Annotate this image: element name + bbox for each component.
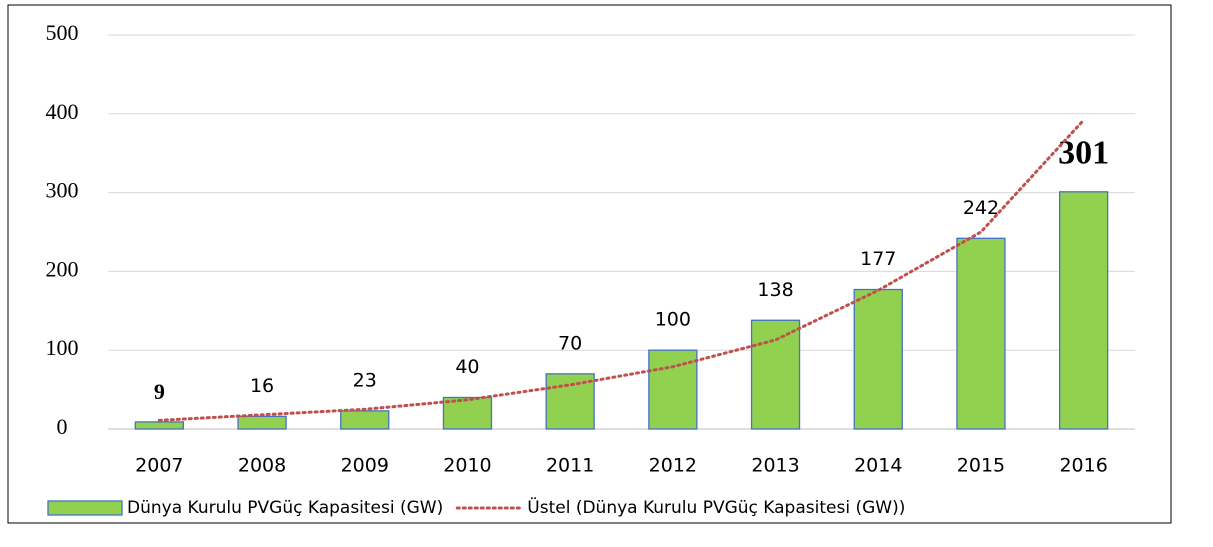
data-label: 23: [353, 369, 377, 391]
y-tick-label: 300: [46, 178, 79, 203]
x-tick-label: 2014: [854, 455, 902, 477]
legend-label: Üstel (Dünya Kurulu PVGüç Kapasitesi (GW…: [527, 496, 905, 518]
data-label: 138: [757, 279, 793, 301]
x-tick-label: 2009: [341, 455, 389, 477]
data-label: 242: [963, 197, 999, 219]
bar: [340, 410, 390, 430]
data-label: 100: [655, 309, 691, 331]
y-tick-label: 100: [46, 335, 79, 360]
legend-label: Dünya Kurulu PVGüç Kapasitesi (GW): [127, 498, 443, 518]
x-tick-label: 2007: [135, 455, 183, 477]
y-tick-label: 500: [46, 20, 79, 45]
bar: [134, 421, 185, 430]
bar: [956, 237, 1006, 430]
data-label: 177: [860, 248, 896, 270]
x-tick-label: 2010: [443, 455, 491, 477]
bar: [853, 288, 903, 430]
data-label: 40: [455, 356, 479, 378]
trend-line: [157, 118, 1086, 422]
x-tick-label: 2015: [957, 455, 1005, 477]
bar: [1059, 191, 1109, 430]
x-tick-label: 2008: [238, 455, 286, 477]
x-tick-label: 2011: [546, 455, 594, 477]
data-label: 9: [154, 379, 165, 404]
x-tick-label: 2016: [1059, 455, 1107, 477]
y-tick-label: 0: [57, 414, 68, 439]
y-tick-label: 400: [46, 99, 79, 124]
x-tick-label: 2013: [751, 455, 799, 477]
bar: [442, 396, 493, 430]
legend-swatch: [47, 500, 123, 516]
x-tick-label: 2012: [649, 455, 697, 477]
bar: [750, 319, 801, 430]
data-label: 16: [250, 375, 274, 397]
bar: [237, 415, 287, 430]
y-tick-label: 200: [46, 256, 79, 281]
bar: [545, 373, 595, 430]
data-label: 70: [558, 332, 582, 354]
